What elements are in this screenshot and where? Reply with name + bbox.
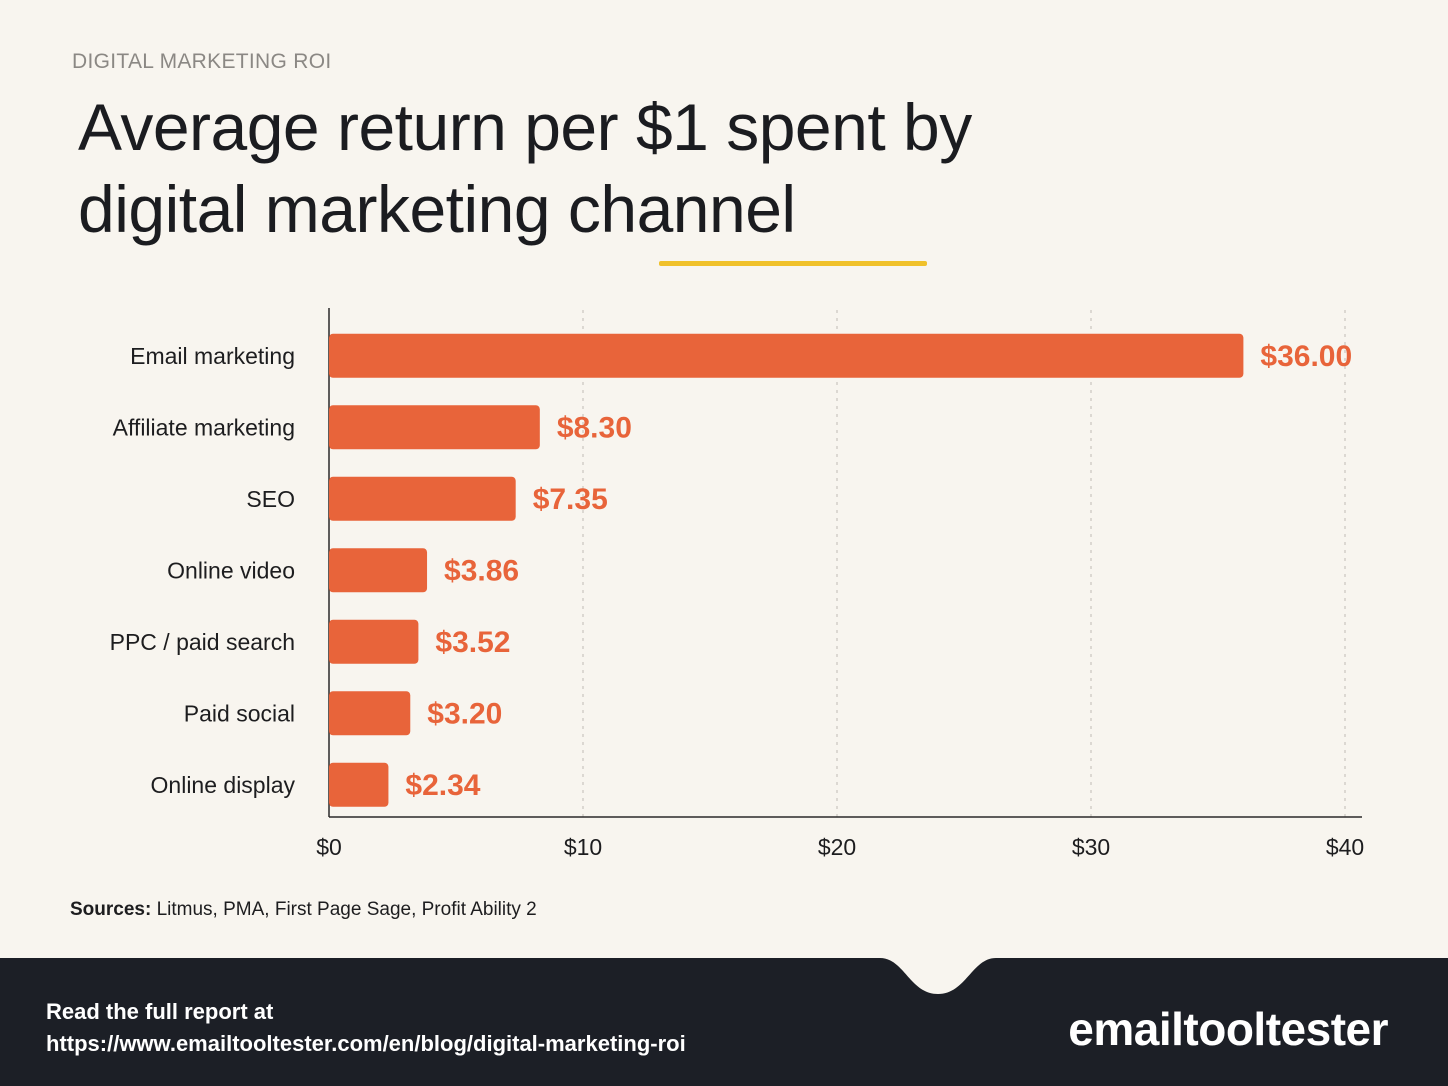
value-label: $7.35: [533, 483, 608, 516]
category-label: Affiliate marketing: [113, 414, 295, 440]
category-label: Paid social: [184, 700, 295, 726]
bar-email-marketing: [329, 333, 1244, 378]
value-label: $2.34: [405, 769, 480, 802]
footer-notch: [880, 958, 996, 994]
bar-chart: $0 $10 $20 $30 $40 Email marketing $36.00 Affil…: [110, 308, 1364, 860]
x-tick-label-0: $0: [316, 834, 342, 860]
x-tick-label-10: $10: [564, 834, 602, 860]
report-url-link[interactable]: https://www.emailtooltester.com/en/blog/…: [46, 1031, 686, 1056]
value-label: $3.20: [427, 697, 502, 730]
title-line-1: Average return per $1 spent by: [78, 90, 972, 164]
emailtooltester-logo: emailtooltester: [1068, 1003, 1388, 1055]
bar-affiliate-marketing: [329, 405, 540, 450]
category-label: Email marketing: [130, 343, 295, 369]
value-label: $3.52: [435, 626, 510, 659]
title-accent-underline: [659, 261, 927, 266]
x-tick-label-20: $20: [818, 834, 856, 860]
sources-text: Litmus, PMA, First Page Sage, Profit Abi…: [151, 899, 537, 920]
eyebrow-label: DIGITAL MARKETING ROI: [72, 50, 332, 73]
category-label: Online display: [151, 772, 296, 798]
chart-title: Average return per $1 spent by digital m…: [78, 86, 972, 250]
x-tick-label-40: $40: [1326, 834, 1364, 860]
value-label: $3.86: [444, 554, 519, 587]
category-label: PPC / paid search: [110, 629, 295, 655]
category-label: Online video: [167, 557, 295, 583]
bar-online-video: [329, 548, 428, 593]
footer-bar: [0, 958, 1448, 1086]
bar-ppc-paid-search: [329, 619, 419, 664]
bar-seo: [329, 476, 516, 521]
bar-online-display: [329, 762, 389, 807]
x-tick-label-30: $30: [1072, 834, 1110, 860]
footer-cta-line: Read the full report at: [46, 999, 274, 1024]
title-line-2: digital marketing channel: [78, 172, 796, 246]
bar-paid-social: [329, 691, 411, 736]
category-label: SEO: [246, 486, 295, 512]
footer-cta: Read the full report at https://www.emai…: [46, 996, 686, 1060]
value-label: $8.30: [557, 411, 632, 444]
value-label: $36.00: [1260, 340, 1352, 373]
sources-label: Sources:: [70, 899, 152, 920]
sources-note: Sources: Litmus, PMA, First Page Sage, P…: [70, 899, 537, 921]
